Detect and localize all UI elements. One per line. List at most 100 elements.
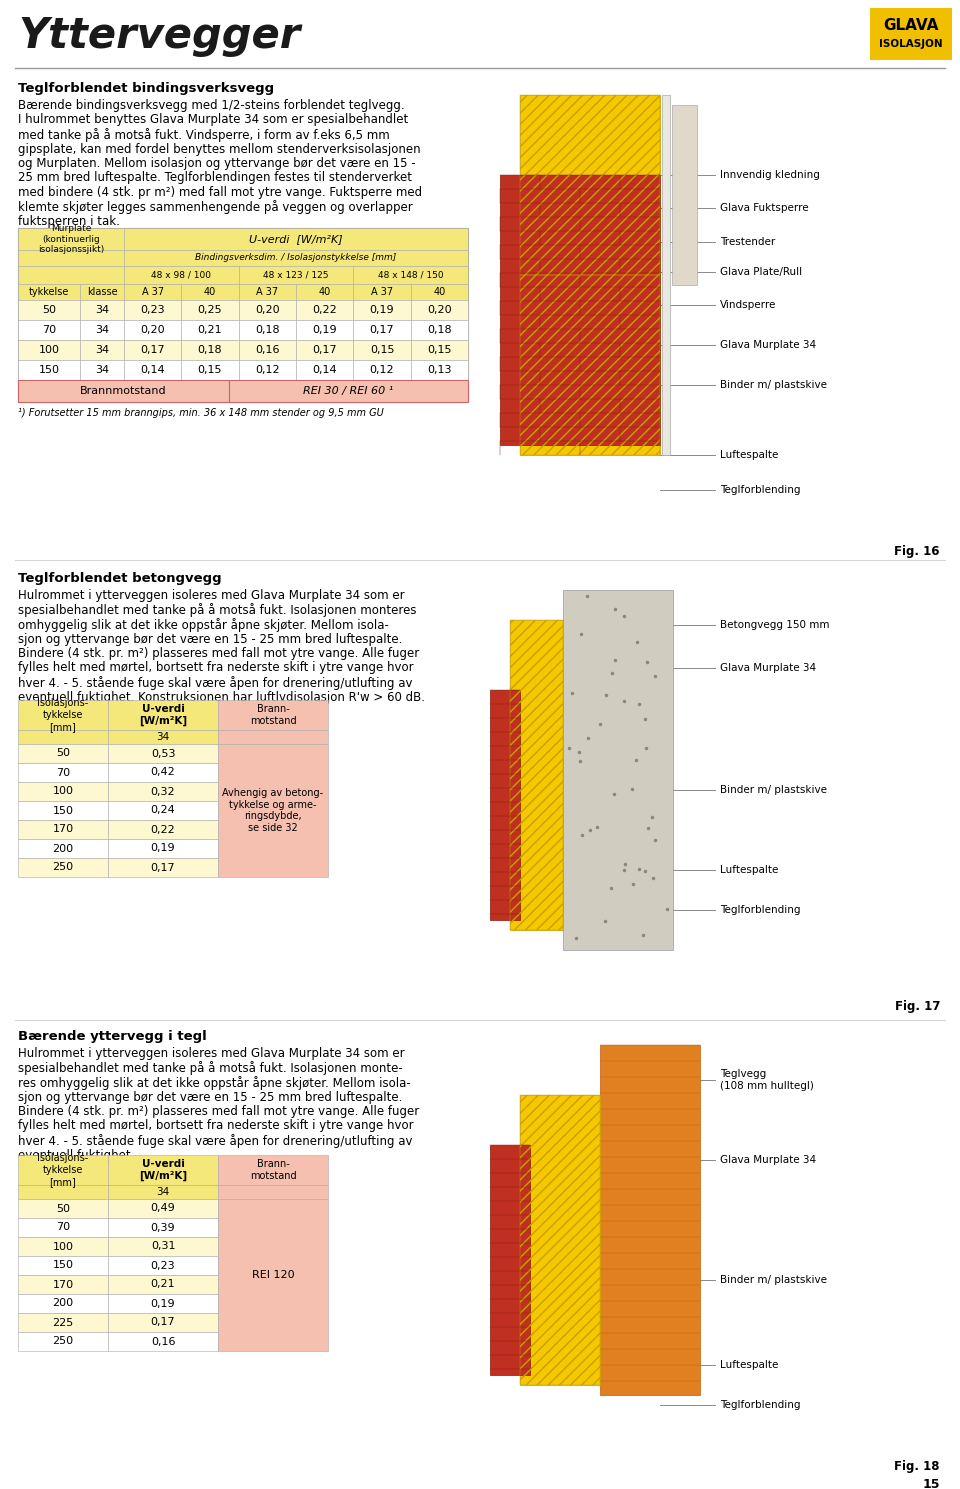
Text: sjon og yttervange bør det være en 15 - 25 mm bred luftespalte.: sjon og yttervange bør det være en 15 - … — [18, 633, 402, 646]
Bar — [181, 320, 239, 339]
Text: 100: 100 — [53, 786, 74, 797]
Text: eventuell fuktighet.: eventuell fuktighet. — [18, 1148, 134, 1161]
Bar — [124, 267, 239, 284]
Bar — [218, 744, 328, 877]
Text: Teglforblendet bindingsverksvegg: Teglforblendet bindingsverksvegg — [18, 82, 275, 95]
Bar — [218, 1155, 328, 1185]
Text: hver 4. - 5. stående fuge skal være åpen for drenering/utlufting av: hver 4. - 5. stående fuge skal være åpen… — [18, 676, 413, 689]
Bar — [18, 1313, 108, 1333]
Text: 0,21: 0,21 — [198, 325, 223, 335]
Bar — [80, 299, 124, 320]
Text: Murplate
(kontinuerlig
isolasjonssjikt): Murplate (kontinuerlig isolasjonssjikt) — [37, 225, 104, 255]
Text: 40: 40 — [433, 287, 445, 296]
Text: 34: 34 — [95, 325, 109, 335]
Text: 250: 250 — [53, 862, 74, 873]
Text: Fig. 17: Fig. 17 — [895, 1001, 940, 1013]
Text: Betongvegg 150 mm: Betongvegg 150 mm — [720, 619, 829, 630]
Bar — [520, 275, 660, 456]
Text: 48 x 148 / 150: 48 x 148 / 150 — [378, 271, 444, 280]
Bar — [411, 339, 468, 360]
Bar — [18, 744, 108, 762]
Text: 0,14: 0,14 — [140, 365, 165, 375]
Text: U-verdi
[W/m²K]: U-verdi [W/m²K] — [139, 704, 187, 727]
Text: A 37: A 37 — [256, 287, 278, 296]
Text: REI 120: REI 120 — [252, 1270, 295, 1281]
Text: 70: 70 — [56, 767, 70, 777]
Bar — [229, 380, 468, 402]
Bar — [18, 360, 80, 380]
Bar — [80, 339, 124, 360]
Text: Avhengig av betong-
tykkelse og arme-
ringsdybde,
se side 32: Avhengig av betong- tykkelse og arme- ri… — [223, 788, 324, 832]
Bar — [108, 1313, 218, 1333]
Bar — [353, 284, 411, 299]
Text: 0,19: 0,19 — [151, 843, 176, 853]
Text: hver 4. - 5. stående fuge skal være åpen for drenering/utlufting av: hver 4. - 5. stående fuge skal være åpen… — [18, 1135, 413, 1148]
Bar — [18, 858, 108, 877]
Text: spesialbehandlet med tanke på å motså fukt. Isolasjonen monteres: spesialbehandlet med tanke på å motså fu… — [18, 603, 417, 618]
Bar — [600, 1045, 700, 1395]
Bar — [80, 360, 124, 380]
Bar — [18, 380, 229, 402]
Bar — [218, 1199, 328, 1351]
Text: 0,21: 0,21 — [151, 1279, 176, 1289]
Text: 48 x 98 / 100: 48 x 98 / 100 — [152, 271, 211, 280]
Text: 0,20: 0,20 — [255, 305, 279, 316]
Bar — [218, 700, 328, 730]
Bar — [108, 801, 218, 820]
Bar — [124, 299, 181, 320]
Bar — [18, 1155, 108, 1185]
Text: Glava Murplate 34: Glava Murplate 34 — [720, 1155, 816, 1164]
Text: og Murplaten. Mellom isolasjon og yttervange bør det være en 15 -: og Murplaten. Mellom isolasjon og ytterv… — [18, 156, 416, 170]
Text: 100: 100 — [53, 1242, 74, 1251]
Text: Binder m/ plastskive: Binder m/ plastskive — [720, 380, 827, 390]
Bar — [18, 762, 108, 782]
Bar — [18, 1333, 108, 1351]
Text: 0,32: 0,32 — [151, 786, 176, 797]
Text: spesialbehandlet med tanke på å motså fukt. Isolasjonen monte-: spesialbehandlet med tanke på å motså fu… — [18, 1062, 403, 1075]
Text: 0,19: 0,19 — [312, 325, 337, 335]
Bar — [181, 360, 239, 380]
Bar — [18, 1199, 108, 1218]
Bar — [18, 1237, 108, 1257]
Bar — [18, 267, 124, 284]
Bar — [181, 339, 239, 360]
Text: Glava Murplate 34: Glava Murplate 34 — [720, 339, 816, 350]
Text: 0,16: 0,16 — [151, 1337, 176, 1346]
Text: Vindsperre: Vindsperre — [720, 299, 777, 310]
Bar — [124, 228, 468, 250]
Bar — [108, 858, 218, 877]
Bar — [108, 762, 218, 782]
Text: 0,14: 0,14 — [312, 365, 337, 375]
Text: Bærende bindingsverksvegg med 1/2-steins forblendet teglvegg.: Bærende bindingsverksvegg med 1/2-steins… — [18, 98, 404, 112]
Text: Fig. 18: Fig. 18 — [895, 1461, 940, 1473]
Text: 0,25: 0,25 — [198, 305, 223, 316]
Text: 0,19: 0,19 — [370, 305, 395, 316]
Bar — [80, 320, 124, 339]
Text: 34: 34 — [95, 365, 109, 375]
Text: 0,20: 0,20 — [427, 305, 451, 316]
Text: 40: 40 — [319, 287, 331, 296]
Bar — [296, 299, 353, 320]
Bar — [18, 1257, 108, 1275]
Bar — [18, 299, 80, 320]
Bar — [124, 250, 468, 267]
Text: 0,23: 0,23 — [140, 305, 165, 316]
Text: Teglvegg
(108 mm hulltegl): Teglvegg (108 mm hulltegl) — [720, 1069, 814, 1091]
Text: 0,49: 0,49 — [151, 1203, 176, 1214]
Bar — [500, 176, 660, 445]
Text: 150: 150 — [53, 806, 74, 816]
Bar — [108, 1185, 218, 1199]
Text: 0,24: 0,24 — [151, 806, 176, 816]
Bar — [80, 284, 124, 299]
Bar — [510, 619, 563, 931]
Text: 0,53: 0,53 — [151, 749, 176, 758]
Text: 0,23: 0,23 — [151, 1261, 176, 1270]
Bar — [18, 1275, 108, 1294]
Text: Isolasjons-
tykkelse
[mm]: Isolasjons- tykkelse [mm] — [37, 698, 88, 731]
Bar — [296, 360, 353, 380]
Text: 34: 34 — [156, 733, 170, 742]
Text: Glava Murplate 34: Glava Murplate 34 — [720, 663, 816, 673]
Text: 0,17: 0,17 — [312, 345, 337, 354]
Text: tykkelse: tykkelse — [29, 287, 69, 296]
Text: 0,13: 0,13 — [427, 365, 451, 375]
